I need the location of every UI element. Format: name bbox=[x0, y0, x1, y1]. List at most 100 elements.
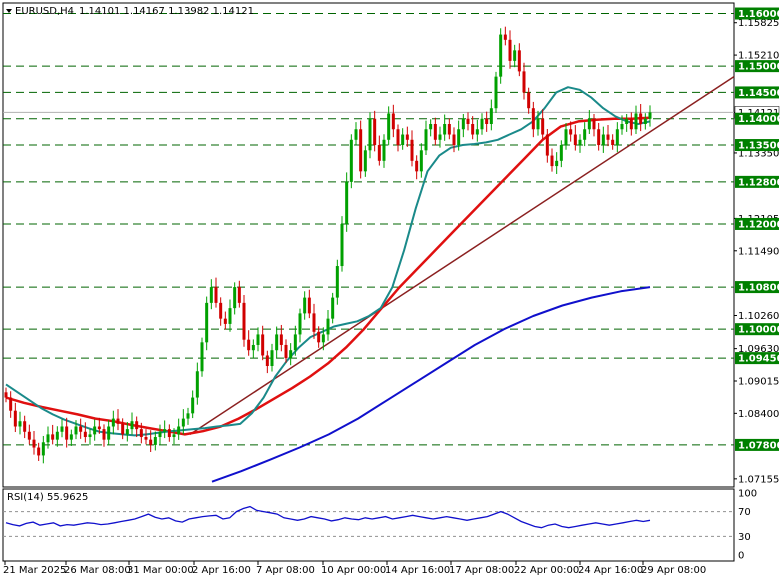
level-label: 1.16000 bbox=[738, 9, 780, 20]
candle-body bbox=[578, 139, 582, 146]
x-tick-label: 26 Mar 08:00 bbox=[64, 565, 131, 576]
candle-body bbox=[634, 113, 638, 130]
candle-body bbox=[205, 302, 209, 343]
candle-body bbox=[93, 426, 97, 435]
y-tick-label: 1.11490 bbox=[738, 246, 779, 257]
level-label-box bbox=[735, 281, 779, 294]
level-label-box bbox=[735, 217, 779, 230]
candle-body bbox=[261, 334, 265, 356]
candle-body bbox=[46, 434, 50, 443]
candle-body bbox=[158, 431, 162, 438]
candle-body bbox=[181, 418, 185, 427]
level-label-box bbox=[735, 7, 779, 20]
candle-body bbox=[130, 421, 134, 430]
candle-body bbox=[13, 410, 17, 427]
x-tick-label: 21 Mar 2025 bbox=[3, 565, 66, 576]
candle-body bbox=[97, 426, 101, 430]
candle-body bbox=[23, 421, 27, 432]
candle-body bbox=[401, 134, 405, 146]
candle-body bbox=[125, 429, 129, 435]
x-tick-label: 2 Apr 16:00 bbox=[192, 565, 251, 576]
candle-body bbox=[256, 334, 260, 345]
level-label: 1.12800 bbox=[738, 177, 780, 188]
candle-body bbox=[209, 287, 213, 303]
candle-body bbox=[60, 426, 64, 432]
candle-body bbox=[522, 71, 526, 93]
x-tick-label: 29 Apr 08:00 bbox=[641, 565, 706, 576]
candle-body bbox=[284, 344, 288, 359]
trendline bbox=[189, 76, 735, 436]
candle-body bbox=[214, 287, 218, 303]
candle-body bbox=[620, 124, 624, 130]
candle-body bbox=[527, 92, 531, 109]
candle-body bbox=[139, 429, 143, 438]
x-tick-label: 31 Mar 00:00 bbox=[127, 565, 194, 576]
candle-body bbox=[223, 318, 227, 324]
chart-header: EURUSD,H4 1.14101 1.14167 1.13982 1.1412… bbox=[6, 6, 254, 17]
candle-body bbox=[559, 145, 563, 161]
candle-body bbox=[298, 313, 302, 335]
candle-body bbox=[503, 34, 507, 40]
level-label-box bbox=[735, 438, 779, 451]
candle-body bbox=[237, 287, 241, 303]
candle-body bbox=[485, 118, 489, 124]
candle-body bbox=[373, 118, 377, 146]
candle-body bbox=[531, 108, 535, 130]
candle-body bbox=[317, 331, 321, 343]
candle-body bbox=[587, 118, 591, 130]
level-label: 1.07800 bbox=[738, 440, 780, 451]
candle-body bbox=[457, 129, 461, 146]
candle-body bbox=[18, 421, 22, 427]
candle-body bbox=[303, 297, 307, 314]
rsi-line bbox=[5, 505, 651, 529]
candle-body bbox=[200, 342, 204, 372]
candle-body bbox=[415, 160, 419, 172]
candle-body bbox=[359, 129, 363, 172]
x-tick-label: 22 Apr 00:00 bbox=[514, 565, 579, 576]
candle-body bbox=[597, 129, 601, 146]
x-tick-label: 7 Apr 08:00 bbox=[256, 565, 315, 576]
candle-body bbox=[639, 113, 643, 124]
candle-body bbox=[88, 434, 92, 438]
candle-body bbox=[32, 439, 36, 448]
candle-body bbox=[452, 134, 456, 146]
y-tick-label: 1.13350 bbox=[738, 148, 779, 159]
candle-body bbox=[111, 418, 115, 427]
candle-body bbox=[191, 397, 195, 414]
dropdown-arrow-icon[interactable] bbox=[6, 9, 12, 13]
candle-body bbox=[228, 308, 232, 324]
candle-body bbox=[270, 350, 274, 366]
candle-body bbox=[69, 434, 73, 440]
candle-body bbox=[601, 134, 605, 146]
candle-body bbox=[377, 145, 381, 161]
candle-body bbox=[354, 129, 358, 140]
x-tick-label: 24 Apr 16:00 bbox=[578, 565, 643, 576]
candle-body bbox=[466, 118, 470, 124]
candle-body bbox=[74, 426, 78, 435]
level-label: 1.10000 bbox=[738, 325, 780, 336]
main-plot-frame bbox=[2, 2, 735, 488]
rsi-y-tick-label: 0 bbox=[738, 551, 744, 562]
candle-body bbox=[233, 287, 237, 309]
candle-body bbox=[489, 108, 493, 124]
y-tick-label: 1.10260 bbox=[738, 311, 779, 322]
candle-body bbox=[573, 134, 577, 146]
trendline-layer bbox=[189, 76, 735, 436]
candle-body bbox=[4, 392, 8, 398]
level-label: 1.14500 bbox=[738, 88, 780, 99]
candle-body bbox=[153, 437, 157, 445]
candle-body bbox=[163, 429, 167, 432]
candle-body bbox=[55, 431, 59, 440]
candle-body bbox=[410, 139, 414, 161]
chart-symbol: EURUSD,H4 bbox=[15, 6, 74, 17]
level-label-box bbox=[735, 60, 779, 73]
candle-body bbox=[629, 118, 633, 130]
level-label-box bbox=[735, 175, 779, 188]
candlesticks bbox=[4, 26, 652, 464]
candle-body bbox=[321, 334, 325, 343]
candle-body bbox=[144, 437, 148, 440]
candle-body bbox=[340, 223, 344, 267]
candle-body bbox=[433, 124, 437, 140]
candle-body bbox=[116, 418, 120, 424]
y-tick-label: 1.15210 bbox=[738, 51, 779, 62]
